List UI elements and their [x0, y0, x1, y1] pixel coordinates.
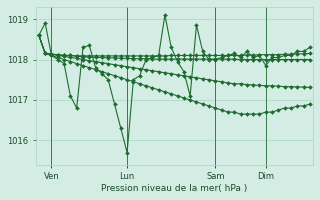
X-axis label: Pression niveau de la mer( hPa ): Pression niveau de la mer( hPa )	[101, 184, 247, 193]
